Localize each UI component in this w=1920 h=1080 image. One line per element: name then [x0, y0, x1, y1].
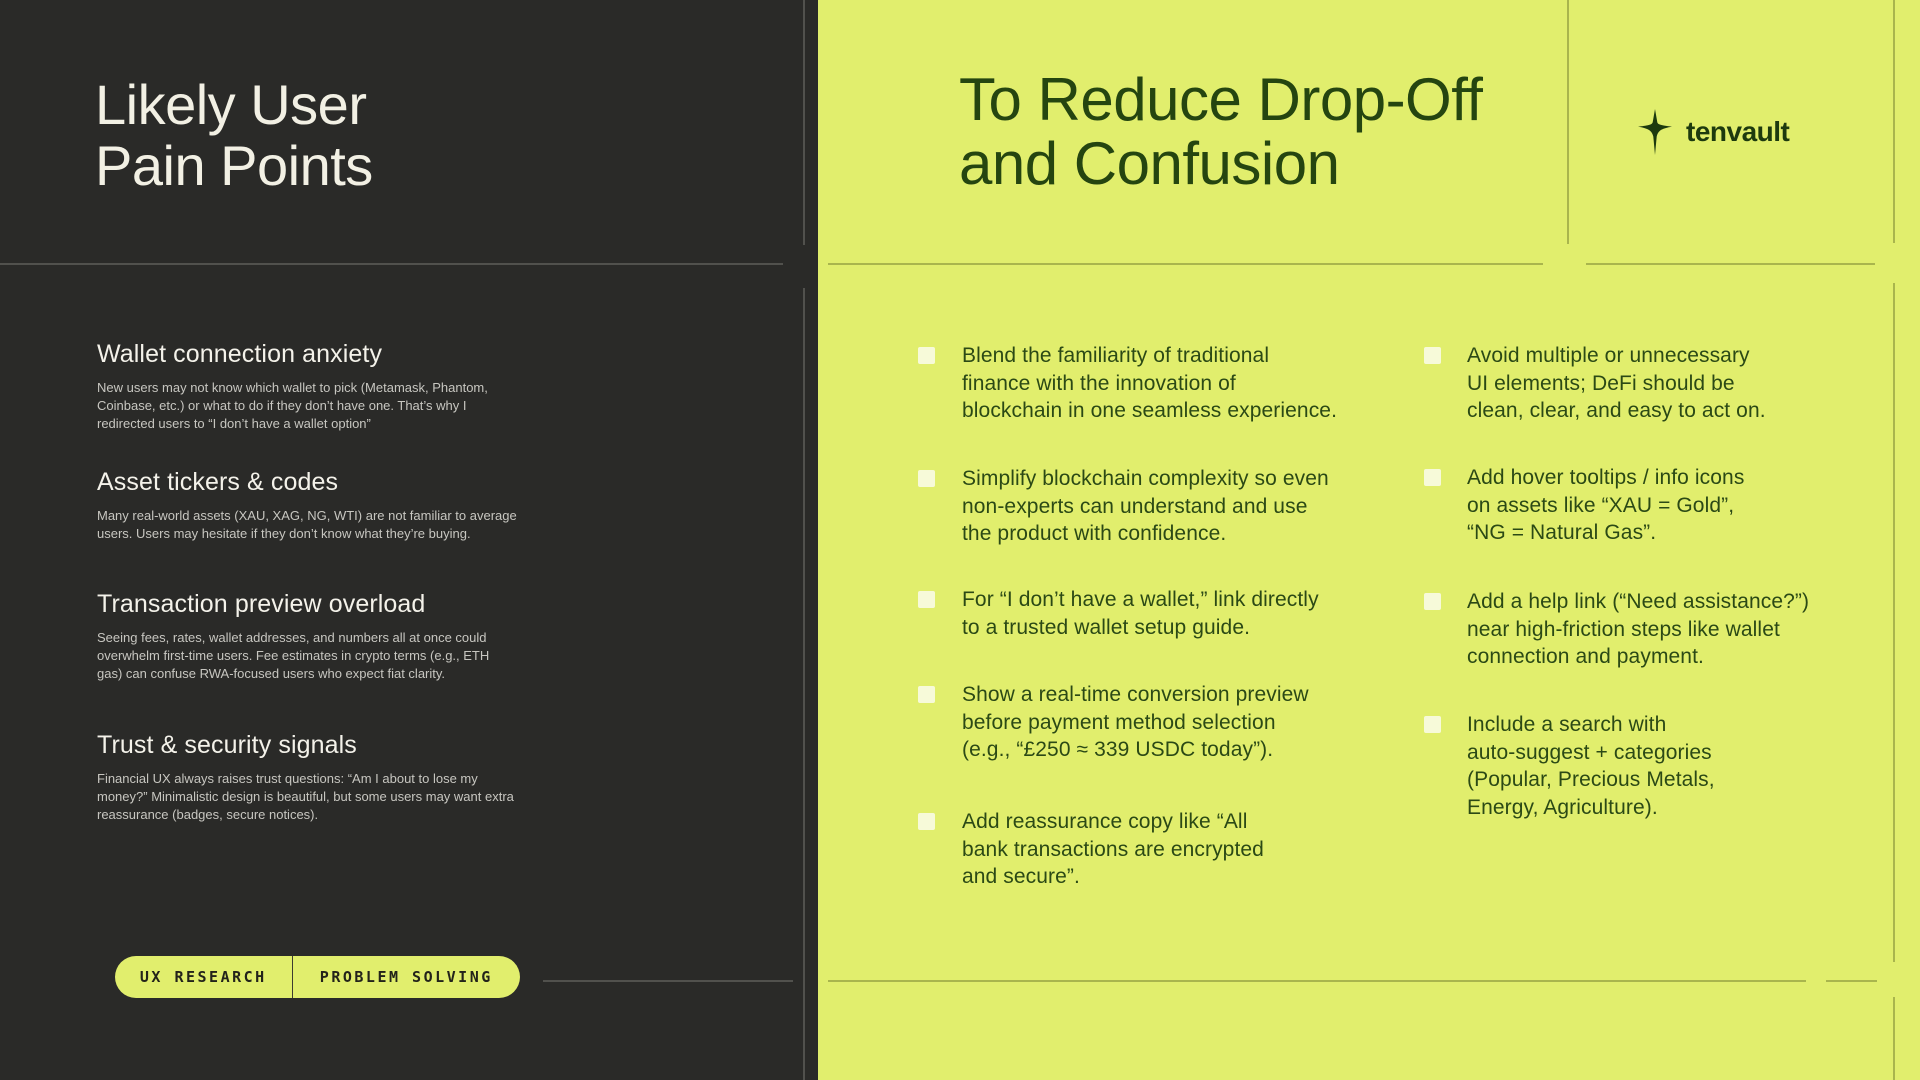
list-item: Add a help link (“Need assistance?”) nea…	[1424, 588, 1809, 671]
tag-pill: UX RESEARCH PROBLEM SOLVING	[115, 956, 520, 998]
pain-point-section: Trust & security signals Financial UX al…	[97, 731, 567, 824]
tenvault-logo: tenvault	[1638, 109, 1790, 155]
list-item: Blend the familiarity of traditional fin…	[918, 342, 1337, 425]
bullet-square-icon	[1424, 593, 1441, 610]
list-item-text: Blend the familiarity of traditional fin…	[962, 344, 1338, 422]
bullet-square-icon	[918, 686, 935, 703]
divider-line	[0, 263, 783, 265]
pain-point-body: Financial UX always raises trust questio…	[97, 771, 514, 822]
list-item: Avoid multiple or unnecessary UI element…	[1424, 342, 1766, 425]
bullet-square-icon	[1424, 469, 1441, 486]
pain-point-heading: Asset tickers & codes	[97, 468, 339, 496]
divider-line	[1893, 283, 1895, 962]
list-item: Add hover tooltips / info icons on asset…	[1424, 464, 1744, 547]
bullet-square-icon	[918, 813, 935, 830]
pain-point-body: Seeing fees, rates, wallet addresses, an…	[97, 630, 490, 681]
divider-line	[803, 0, 805, 245]
list-item: Include a search with auto-suggest + cat…	[1424, 711, 1715, 821]
divider-line	[1567, 0, 1569, 244]
list-item-text: Show a real-time conversion preview befo…	[962, 683, 1309, 761]
list-item: For “I don’t have a wallet,” link direct…	[918, 586, 1319, 641]
pain-points-panel: Likely User Pain Points Wallet connectio…	[0, 0, 818, 1080]
divider-line	[828, 980, 1806, 982]
tag-ux-research: UX RESEARCH	[139, 968, 267, 986]
list-item-text: Simplify blockchain complexity so even n…	[962, 467, 1329, 545]
pain-point-section: Wallet connection anxiety New users may …	[97, 340, 567, 433]
divider-line	[803, 288, 805, 1080]
recommendations-panel	[818, 0, 1920, 1080]
list-item-text: Add hover tooltips / info icons on asset…	[1467, 466, 1745, 544]
list-item-text: Add a help link (“Need assistance?”) nea…	[1467, 590, 1810, 668]
pain-point-heading: Trust & security signals	[97, 731, 357, 759]
bullet-square-icon	[1424, 716, 1441, 733]
list-item-text: Include a search with auto-suggest + cat…	[1467, 713, 1715, 819]
bullet-square-icon	[1424, 347, 1441, 364]
list-item-text: For “I don’t have a wallet,” link direct…	[962, 588, 1319, 639]
divider-line	[1893, 997, 1895, 1080]
bullet-square-icon	[918, 470, 935, 487]
list-item: Show a real-time conversion preview befo…	[918, 681, 1309, 764]
list-item: Simplify blockchain complexity so even n…	[918, 465, 1329, 548]
list-item: Add reassurance copy like “All bank tran…	[918, 808, 1264, 891]
list-item-text: Add reassurance copy like “All bank tran…	[962, 810, 1264, 888]
tag-problem-solving: PROBLEM SOLVING	[319, 968, 493, 986]
right-panel-title: To Reduce Drop-Off and Confusion	[959, 66, 1483, 197]
divider-line	[1826, 980, 1877, 982]
divider-line	[828, 263, 1543, 265]
tenvault-star-icon	[1638, 109, 1672, 155]
bullet-square-icon	[918, 591, 935, 608]
bullet-square-icon	[918, 347, 935, 364]
left-panel-title: Likely User Pain Points	[95, 73, 373, 197]
tenvault-wordmark: tenvault	[1686, 116, 1790, 147]
divider-line	[543, 980, 793, 982]
tag-divider	[291, 956, 293, 998]
pain-point-body: New users may not know which wallet to p…	[97, 380, 488, 431]
pain-point-section: Transaction preview overload Seeing fees…	[97, 590, 567, 683]
pain-point-heading: Transaction preview overload	[97, 590, 426, 618]
pain-point-section: Asset tickers & codes Many real-world as…	[97, 468, 567, 543]
list-item-text: Avoid multiple or unnecessary UI element…	[1467, 344, 1766, 422]
pain-point-heading: Wallet connection anxiety	[97, 340, 383, 368]
divider-line	[1893, 0, 1895, 243]
divider-line	[1586, 263, 1875, 265]
pain-point-body: Many real-world assets (XAU, XAG, NG, WT…	[97, 508, 517, 541]
